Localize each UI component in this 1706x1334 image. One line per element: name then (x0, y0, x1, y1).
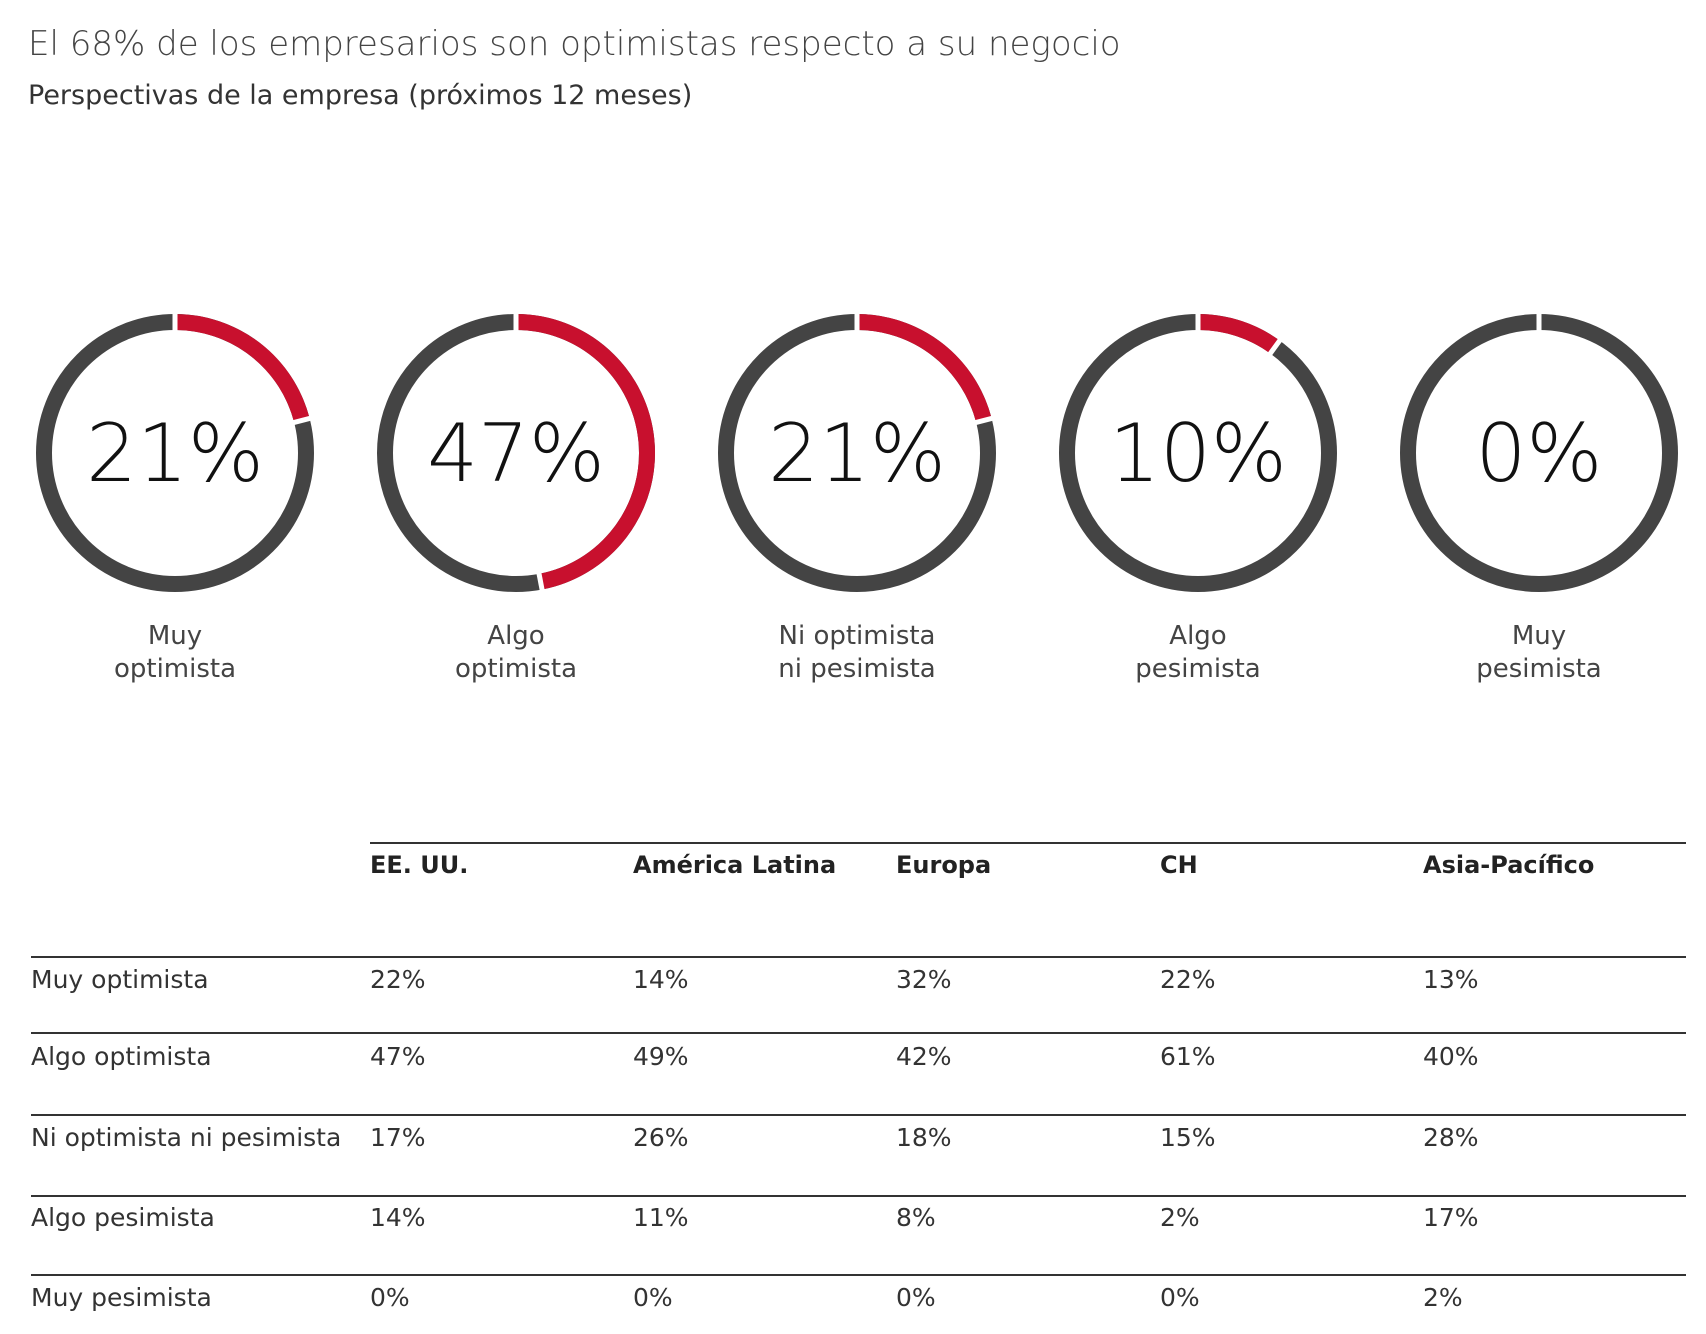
arc-separator (289, 415, 315, 426)
arc (515, 314, 655, 590)
category-label: Muy optimista (113, 621, 237, 684)
value-label: 0% (1476, 407, 1603, 500)
column-header: Asia-Pacífico (1423, 851, 1595, 879)
header-rule (370, 842, 1686, 844)
row-rule (31, 1032, 1686, 1034)
donut-chart: 21% 47% 21% 10% 0% (36, 314, 1678, 594)
cell: 8% (896, 1203, 936, 1232)
cell: 40% (1423, 1042, 1479, 1071)
arc-separator (971, 415, 997, 426)
cell: 14% (633, 965, 689, 994)
column-header: EE. UU. (370, 851, 469, 879)
row-label: Algo optimista (31, 1042, 212, 1071)
row-rule (31, 1114, 1686, 1116)
cell: 0% (633, 1283, 673, 1312)
cell: 14% (370, 1203, 426, 1232)
row-rule (31, 1274, 1686, 1276)
cell: 22% (370, 965, 426, 994)
arc (174, 314, 310, 423)
title: El 68% de los empresarios son optimistas… (28, 24, 1121, 64)
column-header: América Latina (633, 851, 837, 879)
category-label: Muy pesimista (1476, 621, 1602, 684)
row-label: Muy pesimista (31, 1283, 212, 1312)
row-label: Algo pesimista (31, 1203, 215, 1232)
value-label: 10% (1109, 407, 1287, 500)
cell: 17% (370, 1123, 426, 1152)
cell: 2% (1423, 1283, 1463, 1312)
arc-separator (1265, 335, 1285, 359)
category-label: Algo optimista (454, 621, 578, 684)
arc-separator (535, 569, 546, 594)
cell: 26% (633, 1123, 689, 1152)
category-label: Algo pesimista (1135, 621, 1261, 684)
value-label: 21% (768, 407, 946, 500)
arc (1197, 314, 1280, 354)
cell: 22% (1160, 965, 1216, 994)
cell: 18% (896, 1123, 952, 1152)
row-label: Ni optimista ni pesimista (31, 1123, 342, 1152)
row-rule (31, 956, 1686, 958)
cell: 0% (1160, 1283, 1200, 1312)
cell: 2% (1160, 1203, 1200, 1232)
cell: 61% (1160, 1042, 1216, 1071)
column-header: Europa (896, 851, 992, 879)
category-label: Ni optimista ni pesimista (778, 621, 936, 684)
value-label: 21% (86, 407, 264, 500)
row-rule (31, 1195, 1686, 1197)
cell: 28% (1423, 1123, 1479, 1152)
cell: 32% (896, 965, 952, 994)
subtitle: Perspectivas de la empresa (próximos 12 … (28, 80, 693, 111)
cell: 47% (370, 1042, 426, 1071)
cell: 42% (896, 1042, 952, 1071)
arc (856, 314, 992, 423)
cell: 0% (896, 1283, 936, 1312)
cell: 49% (633, 1042, 689, 1071)
row-label: Muy optimista (31, 965, 209, 994)
cell: 0% (370, 1283, 410, 1312)
cell: 13% (1423, 965, 1479, 994)
column-header: CH (1160, 851, 1198, 879)
cell: 11% (633, 1203, 689, 1232)
cell: 15% (1160, 1123, 1216, 1152)
value-label: 47% (427, 407, 605, 500)
cell: 17% (1423, 1203, 1479, 1232)
